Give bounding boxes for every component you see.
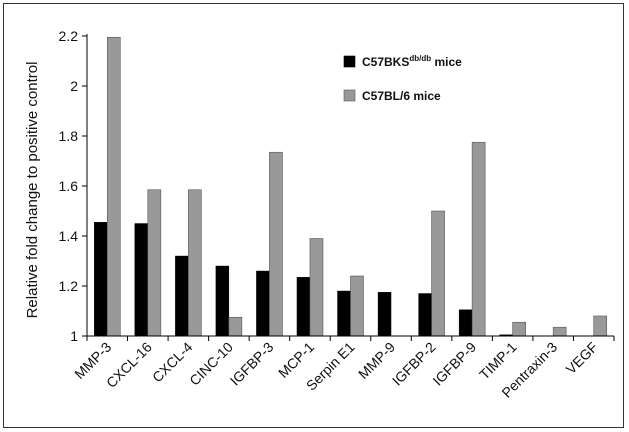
bar-timp-1-c57bl6 xyxy=(513,322,526,336)
legend-swatch xyxy=(344,56,355,67)
y-tick-label: 2.2 xyxy=(59,28,79,44)
bar-mmp-9-c57bks-dbdb xyxy=(378,292,391,336)
bar-igfbp-3-c57bl6 xyxy=(269,152,282,336)
y-axis-label: Relative fold change to positive control xyxy=(24,62,41,319)
bar-cxcl-16-c57bl6 xyxy=(148,190,161,336)
y-tick-label: 1.2 xyxy=(59,278,79,294)
x-categories-group: MMP-3CXCL-16CXCL-4CINC-10IGFBP-3MCP-1Ser… xyxy=(71,336,614,401)
y-tick-label: 1.8 xyxy=(59,128,79,144)
bar-cinc-10-c57bks-dbdb xyxy=(216,266,229,336)
bar-cxcl-16-c57bks-dbdb xyxy=(135,224,148,337)
bar-chart: 1 1.2 1.4 1.6 1.8 2 2.2 MMP-3CXCL-16CXCL-4CINC… xyxy=(4,4,625,429)
bar-serpin-e1-c57bl6 xyxy=(351,276,364,336)
bar-igfbp-9-c57bks-dbdb xyxy=(459,310,472,336)
bar-igfbp-3-c57bks-dbdb xyxy=(256,271,269,336)
legend: C57BKSdb/db mice C57BL/6 mice xyxy=(344,54,462,103)
bar-pentraxin-3-c57bl6 xyxy=(553,327,566,336)
legend-label: C57BKSdb/db mice xyxy=(362,54,462,69)
x-category-label: IGFBP-2 xyxy=(389,339,439,389)
bar-cxcl-4-c57bks-dbdb xyxy=(175,256,188,336)
x-category-label: IGFBP-9 xyxy=(429,339,479,389)
bar-serpin-e1-c57bks-dbdb xyxy=(338,291,351,336)
bar-mcp-1-c57bl6 xyxy=(310,239,323,337)
y-tick-label: 2 xyxy=(70,78,78,94)
bar-vegf-c57bl6 xyxy=(594,316,607,336)
bar-mmp-3-c57bl6 xyxy=(107,37,120,336)
bar-mmp-3-c57bks-dbdb xyxy=(94,222,107,336)
bar-igfbp-2-c57bks-dbdb xyxy=(419,294,432,337)
y-tick-label: 1.4 xyxy=(59,228,79,244)
chart-frame: 1 1.2 1.4 1.6 1.8 2 2.2 MMP-3 CXCL-16 CXCL-4 CINC… xyxy=(3,3,624,428)
legend-swatch xyxy=(344,90,355,101)
bar-cxcl-4-c57bl6 xyxy=(188,190,201,336)
bar-mcp-1-c57bks-dbdb xyxy=(297,277,310,336)
bar-igfbp-9-c57bl6 xyxy=(472,142,485,336)
x-category-label: VEGF xyxy=(563,339,601,377)
bar-cinc-10-c57bl6 xyxy=(229,317,242,336)
y-tick-label: 1.6 xyxy=(59,178,79,194)
y-ticks-group: 1 1.2 1.4 1.6 1.8 2 2.2 xyxy=(59,28,87,344)
x-category-label: CINC-10 xyxy=(186,339,236,389)
x-category-label: IGFBP-3 xyxy=(227,339,277,389)
bar-igfbp-2-c57bl6 xyxy=(432,211,445,336)
legend-label: C57BL/6 mice xyxy=(362,89,441,103)
bars-group xyxy=(94,37,606,336)
y-tick-label: 1 xyxy=(70,328,78,344)
